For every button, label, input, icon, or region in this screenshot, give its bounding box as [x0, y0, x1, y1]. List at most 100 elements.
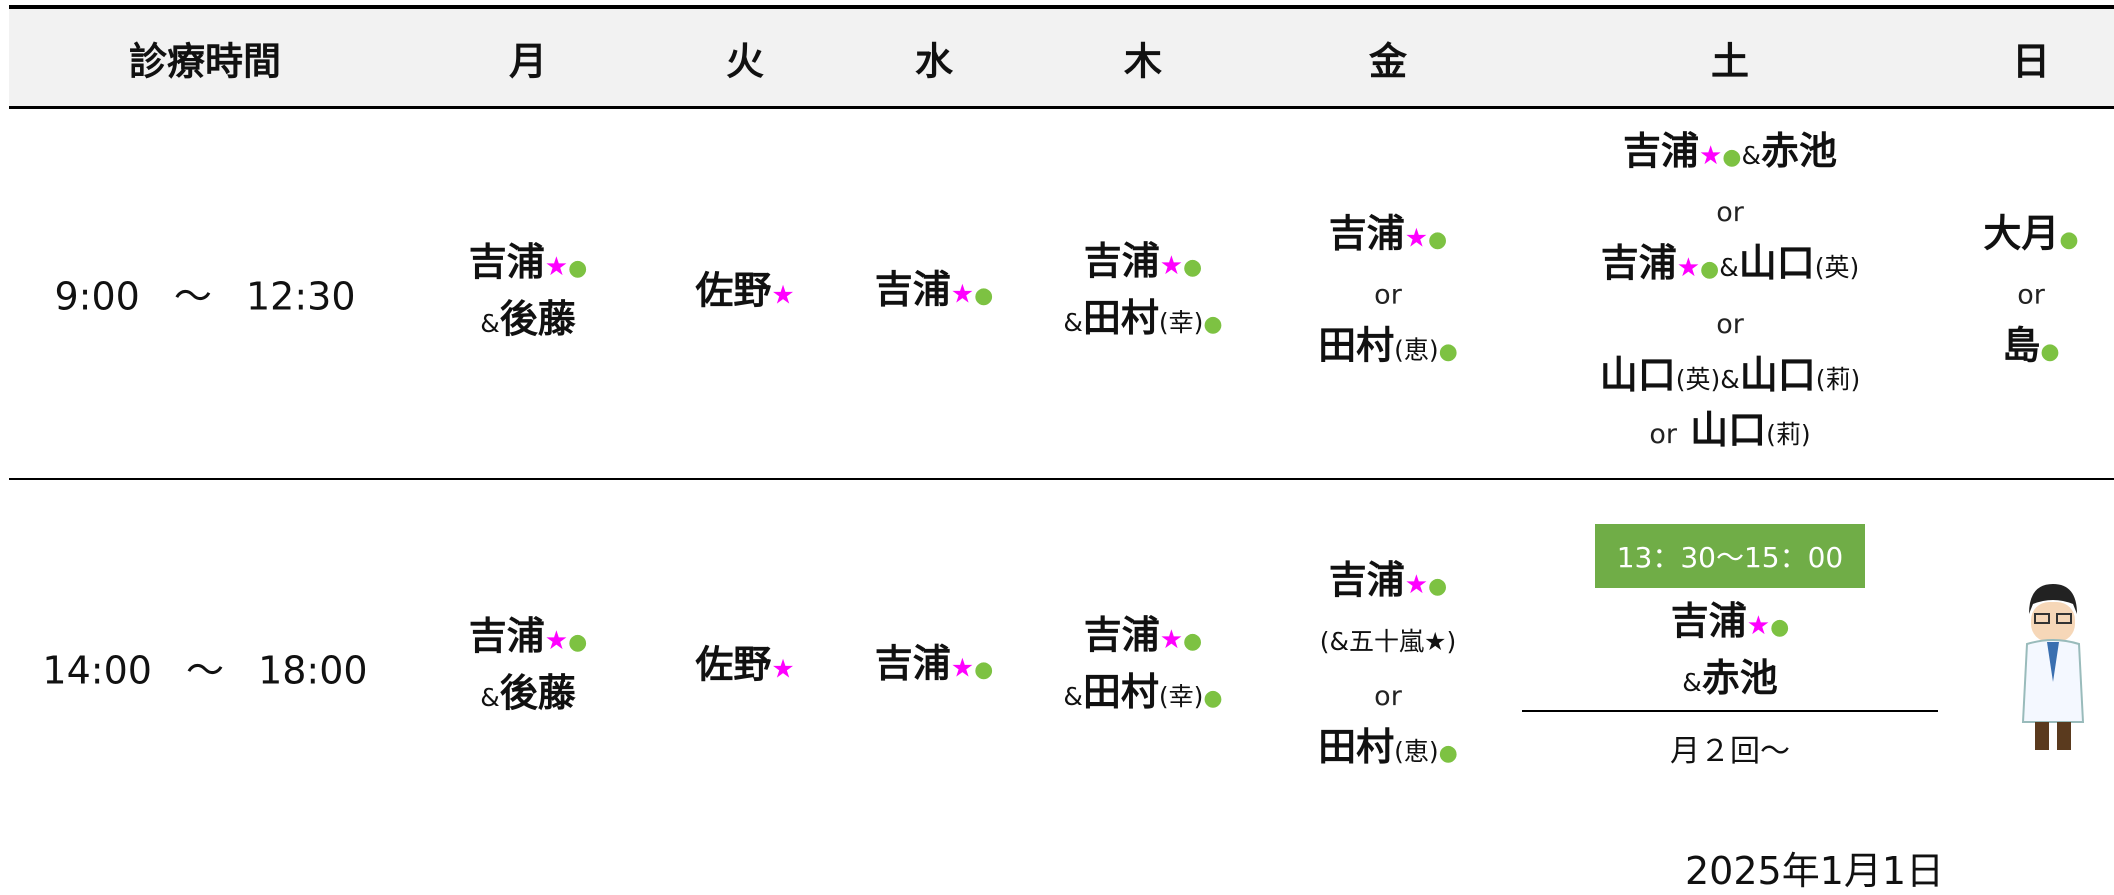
- schedule-cell: 吉浦★● &田村(幸)●: [1063, 610, 1222, 724]
- doctor-line: 吉浦★●: [1084, 236, 1203, 293]
- star-mark: ★: [1746, 611, 1771, 641]
- doctor-line: or: [1716, 295, 1744, 350]
- dot-mark: ●: [1203, 686, 1223, 711]
- text: 吉浦: [1083, 613, 1160, 657]
- text: 吉浦: [468, 614, 545, 658]
- dot-mark: ●: [568, 256, 588, 281]
- dot-mark: ●: [2040, 339, 2060, 365]
- text: 吉浦: [874, 641, 951, 686]
- text: 後藤: [499, 297, 576, 341]
- small-text: &: [1720, 365, 1740, 394]
- doctor-illustration: [2021, 584, 2085, 750]
- header-background: [9, 8, 2114, 108]
- date: 2025年1月1日: [1685, 849, 1945, 893]
- page: 2025年1月1日 (() => { const data = JSON.par…: [9, 5, 2114, 893]
- star-mark: ★: [1159, 625, 1184, 655]
- or-text: or: [1374, 681, 1402, 712]
- doctor-line: (&五十嵐★): [1320, 612, 1456, 667]
- dot-mark: ●: [1203, 312, 1223, 337]
- doctor-line: 田村(恵)●: [1318, 321, 1458, 378]
- small-text: (幸): [1158, 308, 1204, 337]
- small-text: (英): [1675, 365, 1721, 394]
- text: 山口: [1739, 353, 1816, 397]
- schedule-cell: 吉浦★● (&五十嵐★) or 田村(恵)●: [1318, 555, 1458, 779]
- doctor-line: 吉浦★●: [469, 237, 588, 294]
- text: 山口: [1676, 408, 1767, 452]
- hours-badge: 13：30～15：00: [1594, 524, 1866, 588]
- doctor-line: 吉浦★●: [1329, 555, 1448, 612]
- time-cell: 14:00 ～ 18:00: [42, 648, 368, 693]
- dot-mark: ●: [1183, 255, 1203, 280]
- text: 田村: [1318, 725, 1395, 769]
- header-cell: 火: [725, 39, 765, 84]
- dot-mark: ●: [2059, 227, 2079, 253]
- star-mark: ★: [1159, 251, 1184, 281]
- small-text: &: [1063, 682, 1083, 711]
- text: 吉浦: [1328, 211, 1405, 256]
- schedule-cell: 吉浦★●: [875, 639, 994, 696]
- time-cell: 9:00 ～ 12:30: [54, 274, 356, 319]
- text: 大月: [1983, 211, 2060, 256]
- text: 赤池: [1701, 656, 1778, 700]
- text: 吉浦: [1670, 599, 1747, 643]
- doctor-line: 田村(恵)●: [1318, 722, 1458, 779]
- star-mark: ★: [1676, 253, 1701, 283]
- text: 吉浦: [1083, 239, 1160, 283]
- small-text: &: [1682, 668, 1702, 697]
- header-cell: 月: [508, 39, 548, 84]
- schedule-cell: 大月● or 島●: [1983, 209, 2078, 378]
- text: 佐野: [695, 642, 772, 687]
- small-text: (恵): [1394, 335, 1439, 365]
- text: 吉浦: [1328, 558, 1405, 602]
- star-mark: ★: [771, 280, 795, 311]
- small-text: &: [1719, 253, 1739, 282]
- doctor-line: 佐野★: [695, 640, 794, 695]
- doctor-line: 吉浦★●: [1522, 596, 1938, 653]
- small-text: &: [480, 683, 500, 712]
- small-text: (恵): [1394, 737, 1439, 766]
- text: 田村: [1082, 670, 1159, 714]
- doctor-line: 大月●: [1983, 209, 2078, 266]
- schedule-cell: 吉浦★● or 田村(恵)●: [1318, 209, 1458, 378]
- doctor-line: 佐野★: [695, 266, 794, 321]
- header-border: [9, 106, 2114, 109]
- schedule-cell: 吉浦★● &田村(幸)●: [1063, 236, 1222, 350]
- doctor-group: 吉浦★● &赤池: [1522, 596, 1938, 712]
- doctor-line: 山口(英)&山口(莉): [1600, 350, 1861, 405]
- dot-mark: ●: [1700, 257, 1720, 282]
- small-text: &: [1063, 308, 1083, 337]
- text: 吉浦: [1622, 129, 1699, 173]
- star-mark: ★: [1404, 570, 1429, 600]
- small-text: (莉): [1766, 420, 1811, 449]
- text: 田村: [1082, 296, 1159, 340]
- dot-mark: ●: [974, 657, 994, 683]
- text: 吉浦: [874, 267, 951, 312]
- doctor-line: or: [1374, 266, 1402, 321]
- doctor-line: 島●: [2002, 321, 2059, 378]
- doctor-line: 吉浦★●: [875, 265, 994, 322]
- header-cell: 金: [1368, 39, 1408, 84]
- text: 佐野: [695, 268, 772, 313]
- text: 島: [2002, 323, 2041, 368]
- dot-mark: ●: [1428, 227, 1448, 253]
- small-text: &: [1741, 141, 1762, 170]
- text: 後藤: [499, 671, 576, 715]
- schedule-cell: 吉浦★● &後藤: [469, 611, 588, 723]
- schedule-cell: 吉浦★● &後藤: [469, 237, 588, 349]
- schedule-cell: 吉浦★●&赤池 or 吉浦★●&山口(英) or 山口(英)&山口(莉) or 山口(莉): [1600, 126, 1861, 460]
- doctor-line: or: [1716, 183, 1744, 238]
- doctor-line: &後藤: [480, 294, 576, 349]
- text: 山口: [1599, 353, 1676, 397]
- schedule-cell: 吉浦★●: [875, 265, 994, 322]
- star-mark: ★: [544, 626, 569, 656]
- small-text: (莉): [1815, 365, 1861, 394]
- text: 山口: [1738, 241, 1815, 285]
- text: 赤池: [1761, 129, 1838, 173]
- small-text: (&五十嵐★): [1319, 627, 1457, 656]
- header-cell: 土: [1710, 39, 1750, 84]
- doctor-line: or: [2017, 266, 2045, 321]
- doctor-line: 吉浦★●&赤池: [1623, 126, 1837, 183]
- dot-mark: ●: [1438, 339, 1458, 365]
- schedule-cell: 佐野★: [695, 640, 794, 695]
- header-cell: 水: [914, 39, 954, 84]
